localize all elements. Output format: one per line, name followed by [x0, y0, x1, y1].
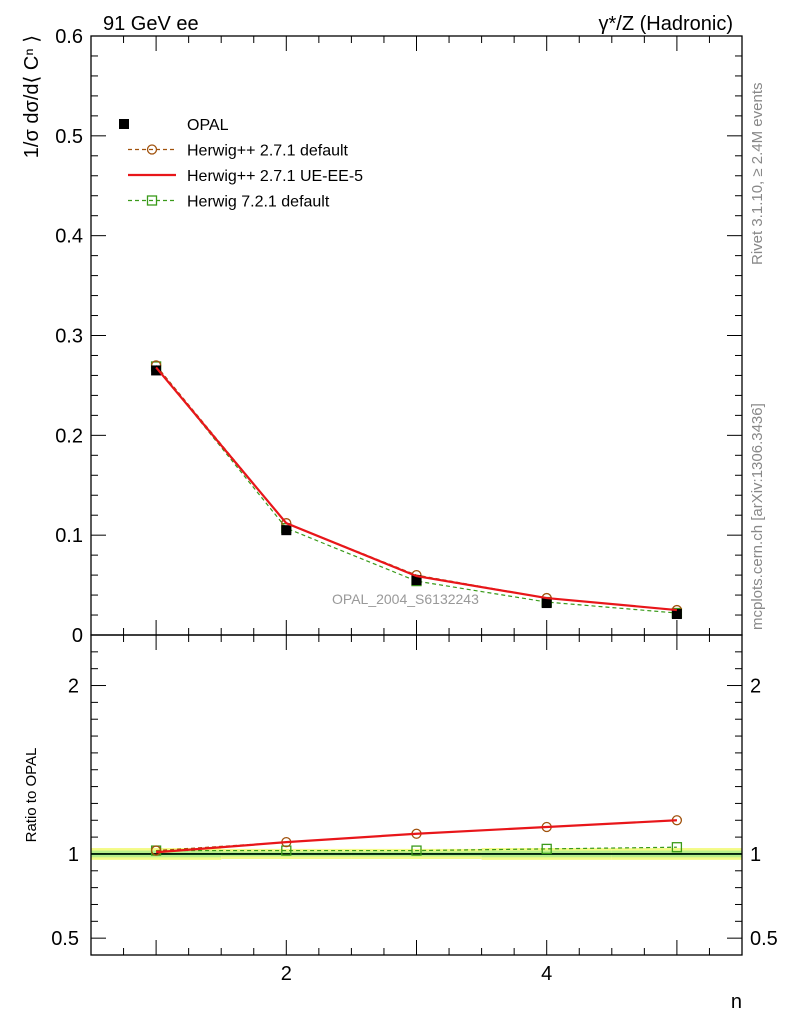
main-axes: 0 0.1 0.2 0.3 0.4 0.5 0.6	[55, 26, 743, 647]
ratio-xtick-label: 2	[281, 963, 292, 985]
ratio-line-herwig-2-7-1-ue-ee-5	[156, 819, 677, 854]
main-marks	[150, 360, 683, 620]
legend: OPAL Herwig++ 2.7.1 default Herwig++ 2.7.1…	[119, 117, 363, 211]
main-ytick-label: 0.3	[55, 326, 83, 348]
main-ytick-label: 0	[72, 625, 83, 647]
ratio-xtick-label: 4	[541, 963, 552, 985]
ratio-point-herwig-7-2-1-default	[411, 845, 422, 856]
ratio-axes: 0.5 0.5 1 1 2 2 2 4	[51, 634, 778, 985]
main-panel: 0 0.1 0.2 0.3 0.4 0.5 0.6 OPAL_2004_S6132243 O…	[55, 26, 743, 647]
main-line-herwig-2-7-1-ue-ee-5	[155, 366, 678, 612]
legend-label: Herwig 7.2.1 default	[187, 194, 330, 211]
main-ytick-label: 0.6	[55, 26, 83, 48]
ratio-y-axis-label: Ratio to OPAL	[23, 748, 40, 843]
main-ytick-label: 0.1	[55, 525, 83, 547]
legend-label: Herwig++ 2.7.1 default	[187, 143, 349, 160]
main-ytick-label: 0.2	[55, 425, 83, 447]
ratio-point-herwig-2-7-1-default	[150, 845, 162, 856]
legend-marker	[146, 144, 158, 155]
legend-marker	[146, 195, 158, 206]
main-point-opal	[281, 525, 292, 536]
main-point-opal	[671, 609, 682, 620]
ratio-ytick-label-right: 0.5	[750, 928, 778, 950]
legend-label: OPAL	[187, 117, 229, 134]
ratio-ytick-label: 2	[68, 676, 79, 698]
x-axis-label: n	[731, 991, 742, 1013]
analysis-label: OPAL_2004_S6132243	[332, 591, 479, 607]
ratio-marks	[91, 815, 742, 860]
ratio-ytick-label-right: 1	[750, 844, 761, 866]
legend-label: Herwig++ 2.7.1 UE-EE-5	[187, 168, 363, 185]
header-right: γ*/Z (Hadronic)	[599, 13, 733, 35]
rivet-version-label: Rivet 3.1.10, ≥ 2.4M events	[749, 83, 766, 266]
ratio-point-herwig-7-2-1-default	[541, 843, 552, 855]
main-point-opal	[411, 575, 422, 586]
ratio-frame	[90, 634, 743, 956]
ratio-line-herwig-7-2-1-default	[156, 846, 677, 852]
ratio-ytick-label: 0.5	[51, 928, 79, 950]
legend-marker-opal	[119, 119, 129, 129]
ratio-ytick-label-right: 2	[750, 676, 761, 698]
ratio-ytick-label: 1	[68, 844, 79, 866]
main-ytick-label: 0.4	[55, 226, 83, 248]
main-y-axis-label: 1/σ dσ/d⟨ Cⁿ ⟩	[21, 35, 43, 158]
mcplots-label: mcplots.cern.ch [arXiv:1306.3436]	[749, 403, 766, 630]
main-ytick-label: 0.5	[55, 126, 83, 148]
main-line-herwig-2-7-1-default	[155, 365, 677, 611]
ratio-panel: 0.5 0.5 1 1 2 2 2 4	[51, 634, 778, 985]
ratio-point-herwig-7-2-1-default	[671, 842, 683, 853]
main-point-opal	[541, 598, 552, 609]
header-left: 91 GeV ee	[103, 13, 199, 35]
main-point-opal	[151, 365, 162, 376]
